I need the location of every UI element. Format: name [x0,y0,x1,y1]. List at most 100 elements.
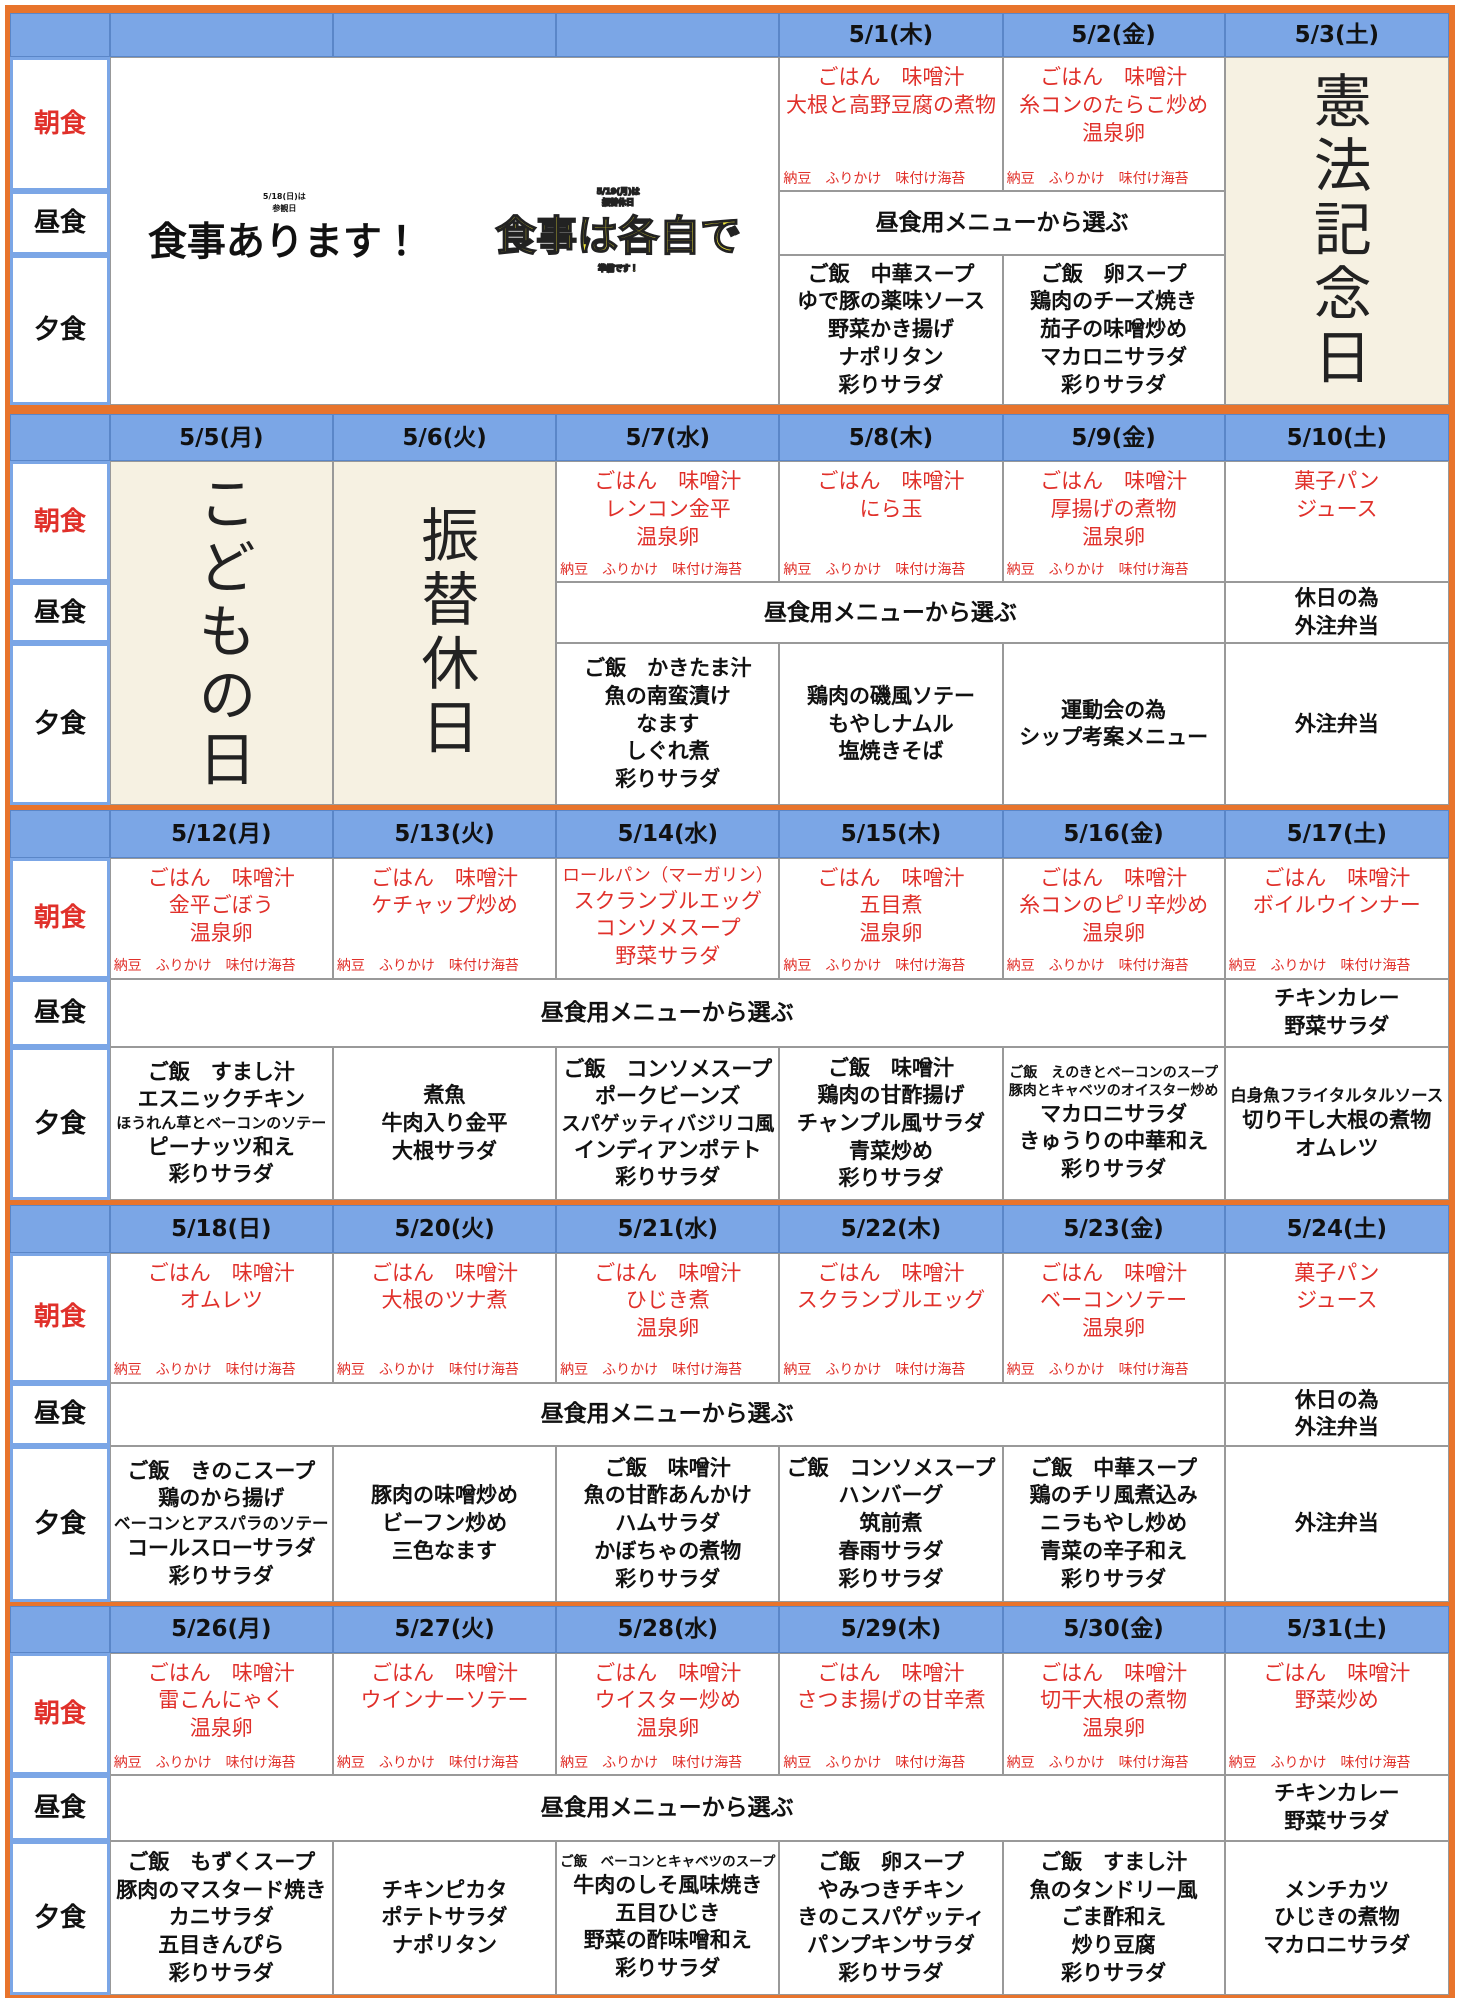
dinner-item: ハンバーグ [838,1483,944,1508]
date-header: 5/2(金) [1002,12,1225,58]
dinner-item: 彩りサラダ [168,1563,274,1588]
dinner-item: ご飯 味噌汁 [827,1055,954,1080]
date-header: 5/30(金) [1002,1605,1225,1653]
breakfast-item: 温泉卵 [859,920,923,945]
breakfast-cell: 菓子パン ジュース [1224,1252,1450,1383]
meal-label: 夕食 [10,643,110,806]
date: 5/31(土) [1286,1615,1388,1642]
dinner-item: 魚の南蛮漬け [604,683,731,708]
meal-label: 昼食 [10,582,110,644]
breakfast-item: 温泉卵 [636,1716,700,1741]
breakfast-cell: ごはん 味噌汁 レンコン金平 温泉卵 納豆 ふりかけ 味付け海苔 [556,461,780,583]
dinner-cell: 外注弁当 [1224,643,1450,806]
breakfast-cell: ごはん 味噌汁 ひじき煮 温泉卵 納豆 ふりかけ 味付け海苔 [556,1252,780,1383]
breakfast-item: 大根と高野豆腐の煮物 [785,93,996,118]
dinner-cell: 運動会の為 シップ考案メニュー [1002,643,1225,806]
dinner-item: 豚肉のマスタード焼き [116,1877,327,1902]
date-header: 5/14(水) [556,810,780,858]
breakfast-cell: ごはん 味噌汁 ウイスター炒め 温泉卵 納豆 ふりかけ 味付け海苔 [556,1652,780,1775]
breakfast-item: 菓子パン [1294,1260,1380,1285]
dinner-cell: メンチカツ ひじきの煮物 マカロニサラダ [1224,1841,1450,1996]
breakfast-item: 温泉卵 [189,1716,253,1741]
meal-label-text: 昼食 [33,997,86,1028]
meal-label: 朝食 [10,857,110,979]
date: 5/9(金) [1071,424,1156,451]
lunch-cell: 昼食用メニューから選ぶ [779,191,1225,255]
breakfast-item: ごはん 味噌汁 [1040,1660,1188,1685]
lunch-item: チキンカレー [1274,1781,1400,1806]
breakfast-cell: ロールパン（マーガリン） スクランブルエッグ コンソメスープ 野菜サラダ [556,857,780,979]
dinner-cell: ご飯 かきたま汁 魚の南蛮漬け なます しぐれ煮 彩りサラダ [556,643,780,806]
breakfast-item: ごはん 味噌汁 [817,865,965,890]
dinner-item: ポークビーンズ [595,1084,741,1109]
meal-label-text: 昼食 [33,597,86,628]
lunch-cell: チキンカレー 野菜サラダ [1224,1775,1450,1842]
date-header: 5/31(土) [1224,1605,1450,1653]
dinner-item: 鶏のチリ風煮込み [1029,1483,1198,1508]
notice-left: 5/18(日)は 参観日 食事あります！ [148,191,421,271]
dinner-item: 彩りサラダ [838,1566,944,1591]
meal-label: 夕食 [10,254,110,406]
breakfast-cell: ごはん 味噌汁 ウインナーソテー 納豆 ふりかけ 味付け海苔 [332,1652,557,1775]
header-label-cell [10,1205,110,1253]
dinner-item: 彩りサラダ [1061,1566,1167,1591]
date: 5/18(日) [171,1215,272,1242]
dinner-item: ほうれん草とベーコンのソテー [116,1113,327,1132]
dinner-item: 三色なます [392,1538,498,1563]
date-header: 5/1(木) [779,12,1003,58]
date: 5/14(水) [617,820,718,847]
breakfast-item: ごはん 味噌汁 [371,865,519,890]
meal-label-text: 昼食 [33,1792,86,1823]
date: 5/28(水) [617,1615,718,1642]
breakfast-item: ごはん 味噌汁 [147,865,295,890]
holiday-cell: 憲法記念日 [1224,57,1450,406]
date: 5/24(土) [1286,1215,1388,1242]
dinner-item: 彩りサラダ [838,1960,944,1985]
lunch-item: 昼食用メニューから選ぶ [540,999,794,1026]
breakfast-item: コンソメスープ [594,916,741,941]
breakfast-note: 納豆 ふりかけ 味付け海苔 [783,958,966,975]
dinner-item: ゆで豚の薬味ソース [797,289,985,314]
date-header: 5/27(火) [332,1605,557,1653]
date-header: 5/5(月) [109,414,333,462]
date: 5/13(火) [394,820,495,847]
breakfast-item: 温泉卵 [1082,920,1146,945]
breakfast-item: 糸コンのピリ辛炒め [1019,893,1209,918]
lunch-item: 野菜サラダ [1284,1809,1390,1834]
dinner-item: ご飯 卵スープ [1040,261,1187,286]
dinner-cell: ご飯 卵スープ やみつきチキン きのこスパゲッティ パンプキンサラダ 彩りサラダ [779,1841,1003,1996]
dinner-item: 運動会の為 [1061,697,1167,722]
dinner-item: 彩りサラダ [1061,1157,1167,1182]
dinner-item: チャンプル風サラダ [796,1111,986,1135]
notice-text: 食事あります！ [147,219,421,265]
dinner-cell: ご飯 卵スープ 鶏肉のチーズ焼き 茄子の味噌炒め マカロニサラダ 彩りサラダ [1002,254,1225,406]
dinner-cell: 鶏肉の磯風ソテー もやしナムル 塩焼きそば [779,643,1003,806]
holiday-cell: こどもの日 [109,461,333,806]
meal-label-text: 夕食 [33,1903,86,1934]
date-header: 5/3(土) [1224,12,1450,58]
dinner-item: かぼちゃの煮物 [594,1538,742,1563]
dinner-cell: チキンピカタ ポテトサラダ ナポリタン [332,1841,557,1996]
holiday-cell: 振替休日 [332,461,557,806]
breakfast-note: 納豆 ふりかけ 味付け海苔 [560,1754,743,1771]
breakfast-cell: ごはん 味噌汁 ボイルウインナー 納豆 ふりかけ 味付け海苔 [1224,857,1450,979]
meal-label: 昼食 [10,978,110,1048]
dinner-item: きのこスパゲッティ [797,1905,985,1930]
date-header: 5/8(木) [779,414,1003,462]
breakfast-note: 納豆 ふりかけ 味付け海苔 [783,561,966,578]
date: 5/10(土) [1286,424,1388,451]
breakfast-note: 納豆 ふりかけ 味付け海苔 [783,1362,966,1379]
meal-label-text: 昼食 [33,207,86,238]
date-header: 5/13(火) [332,810,557,858]
dinner-item: 豚肉の味噌炒め [371,1483,519,1508]
breakfast-item: 温泉卵 [1082,1716,1146,1741]
breakfast-item: 温泉卵 [1082,1316,1146,1340]
dinner-item: ポテトサラダ [381,1905,508,1930]
dinner-item: 彩りサラダ [615,1165,721,1190]
breakfast-item: ごはん 味噌汁 [147,1260,295,1285]
dinner-cell: 白身魚フライタルタルソース 切り干し大根の煮物 オムレツ [1224,1047,1450,1201]
breakfast-item: スクランブルエッグ [573,888,762,913]
date-header: 5/9(金) [1002,414,1225,462]
dinner-cell: ご飯 中華スープ 鶏のチリ風煮込み ニラもやし炒め 青菜の辛子和え 彩りサラダ [1002,1446,1225,1602]
dinner-item: 彩りサラダ [838,372,944,397]
